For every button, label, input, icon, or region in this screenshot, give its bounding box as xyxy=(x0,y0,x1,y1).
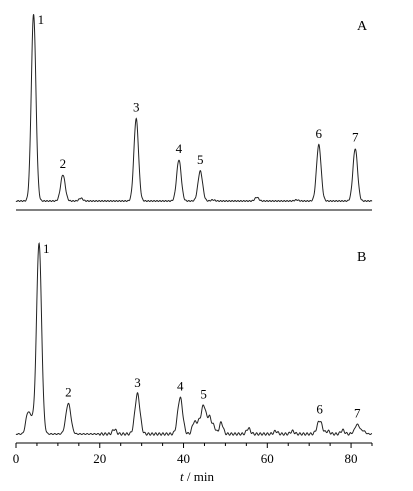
peak-label-3: 3 xyxy=(133,100,140,115)
x-axis-label: t / min xyxy=(180,469,214,484)
peak-label-6: 6 xyxy=(316,126,323,141)
x-tick-label: 80 xyxy=(345,451,358,466)
chromatogram-trace xyxy=(15,14,373,203)
x-tick-label: 0 xyxy=(13,451,20,466)
panel-label: B xyxy=(357,250,366,265)
peak-label-1: 1 xyxy=(38,12,45,27)
chromatogram-trace xyxy=(15,242,373,436)
x-tick-label: 60 xyxy=(261,451,274,466)
peak-label-4: 4 xyxy=(176,141,183,156)
peak-label-7: 7 xyxy=(354,405,361,420)
peak-label-2: 2 xyxy=(65,384,72,399)
x-axis: 0 20 40 60 80 xyxy=(13,443,373,466)
peak-label-5: 5 xyxy=(197,152,204,167)
panel-label: A xyxy=(357,19,368,34)
x-tick-label: 20 xyxy=(93,451,106,466)
peak-label-2: 2 xyxy=(60,156,67,171)
peak-label-3: 3 xyxy=(134,375,141,390)
peak-label-4: 4 xyxy=(177,379,184,394)
peak-label-5: 5 xyxy=(200,386,207,401)
peak-label-1: 1 xyxy=(43,241,50,256)
panel-a: 1 2 3 45 6 7 A xyxy=(15,12,373,211)
peak-label-7: 7 xyxy=(352,130,359,145)
x-tick-label: 40 xyxy=(177,451,190,466)
peak-label-6: 6 xyxy=(316,402,323,417)
panel-b: 1 2 3 4 5 6 7 B xyxy=(15,241,373,444)
